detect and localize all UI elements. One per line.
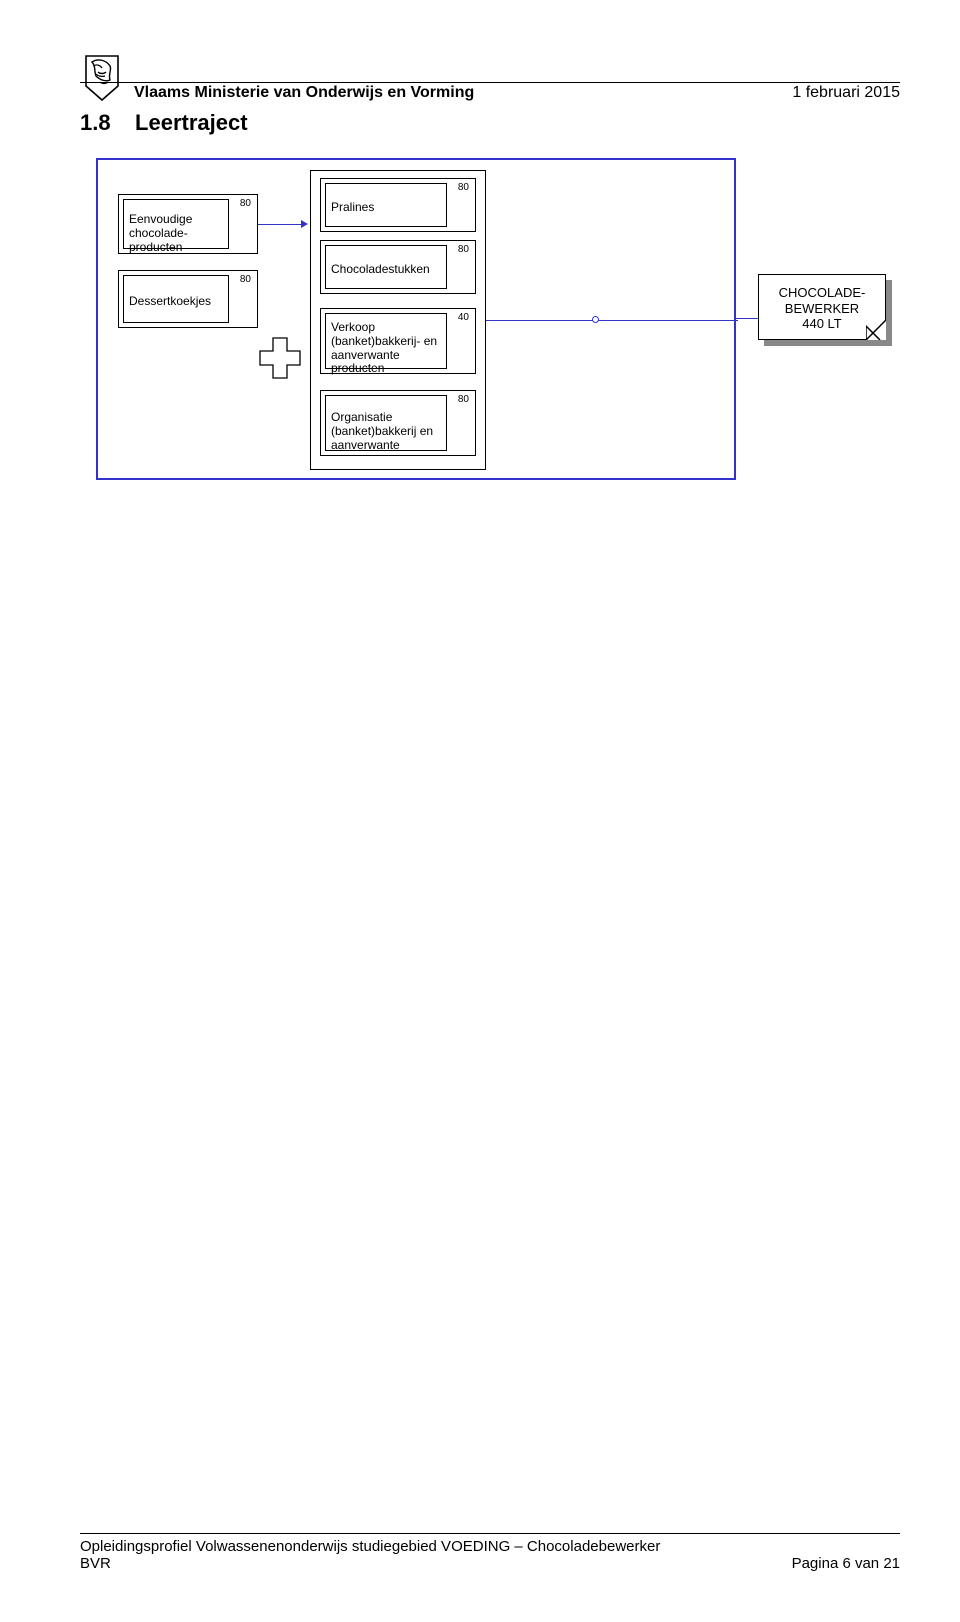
module-value: 80 bbox=[458, 182, 469, 193]
section-title-text: Leertraject bbox=[135, 110, 248, 135]
page: Vlaams Ministerie van Onderwijs en Vormi… bbox=[0, 0, 960, 1622]
result-line1: CHOCOLADE- bbox=[779, 285, 866, 300]
module-label: Dessertkoekjes bbox=[129, 295, 211, 309]
diagram-frame: 80 Eenvoudige chocolade-producten 80 Des… bbox=[96, 158, 736, 480]
module-label: Eenvoudige chocolade-producten bbox=[129, 213, 225, 254]
connector-to-note bbox=[736, 318, 758, 319]
connector-line bbox=[486, 320, 738, 321]
module-dessertkoekjes: 80 Dessertkoekjes bbox=[118, 270, 258, 328]
section-heading: 1.8 Leertraject bbox=[80, 110, 248, 136]
section-number: 1.8 bbox=[80, 110, 111, 135]
header-date: 1 februari 2015 bbox=[792, 84, 900, 102]
footer-right: Pagina 6 van 21 bbox=[792, 1555, 900, 1572]
module-pralines: 80 Pralines bbox=[320, 178, 476, 232]
footer-line2: BVR Pagina 6 van 21 bbox=[80, 1555, 900, 1572]
result-line3: 440 LT bbox=[802, 316, 842, 331]
module-label: Chocoladestukken bbox=[331, 263, 430, 277]
footer-line1: Opleidingsprofiel Volwassenenonderwijs s… bbox=[80, 1538, 900, 1555]
module-value: 80 bbox=[458, 244, 469, 255]
module-value: 80 bbox=[240, 198, 251, 209]
connector-dot-icon bbox=[592, 316, 599, 323]
page-footer: Opleidingsprofiel Volwassenenonderwijs s… bbox=[80, 1533, 900, 1572]
page-header: Vlaams Ministerie van Onderwijs en Vormi… bbox=[80, 52, 900, 102]
header-left: Vlaams Ministerie van Onderwijs en Vormi… bbox=[80, 52, 474, 102]
module-value: 80 bbox=[458, 394, 469, 405]
org-title: Vlaams Ministerie van Onderwijs en Vormi… bbox=[134, 84, 474, 102]
result-note: CHOCOLADE- BEWERKER 440 LT bbox=[758, 274, 886, 340]
module-value: 80 bbox=[240, 274, 251, 285]
footer-rule bbox=[80, 1533, 900, 1534]
note-fold-icon bbox=[866, 320, 886, 340]
module-organisatie: 80 Organisatie (banket)bakkerij en aanve… bbox=[320, 390, 476, 456]
module-value: 40 bbox=[458, 312, 469, 323]
module-verkoop: 40 Verkoop (banket)bakkerij- en aanverwa… bbox=[320, 308, 476, 374]
module-label: Verkoop (banket)bakkerij- en aanverwante… bbox=[331, 321, 441, 376]
result-line2: BEWERKER bbox=[785, 301, 859, 316]
header-rule bbox=[80, 82, 900, 83]
cross-connector-icon bbox=[258, 336, 302, 380]
vlaanderen-logo-icon bbox=[80, 52, 124, 102]
module-eenvoudige-chocolade: 80 Eenvoudige chocolade-producten bbox=[118, 194, 258, 254]
arrow-head-icon bbox=[301, 220, 308, 228]
arrow-line bbox=[258, 224, 304, 225]
footer-left: BVR bbox=[80, 1555, 111, 1572]
module-chocoladestukken: 80 Chocoladestukken bbox=[320, 240, 476, 294]
module-label: Organisatie (banket)bakkerij en aanverwa… bbox=[331, 411, 451, 452]
module-label: Pralines bbox=[331, 201, 374, 215]
